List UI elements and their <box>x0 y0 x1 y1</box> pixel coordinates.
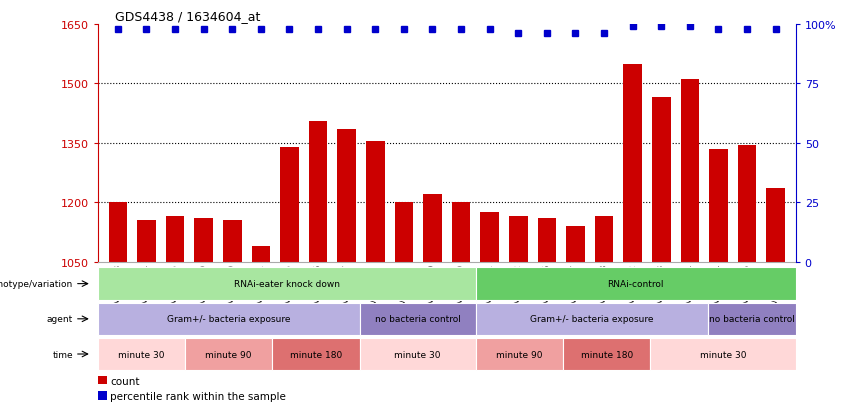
Bar <box>109 203 127 262</box>
Bar <box>98 392 106 399</box>
Bar <box>359 338 476 370</box>
Bar <box>194 219 213 262</box>
Bar <box>476 268 796 300</box>
Bar <box>359 303 476 335</box>
Bar <box>652 98 671 262</box>
Bar <box>223 221 242 262</box>
Text: RNAi-control: RNAi-control <box>608 280 664 288</box>
Bar <box>186 338 272 370</box>
Bar <box>650 338 796 370</box>
Text: percentile rank within the sample: percentile rank within the sample <box>110 391 286 401</box>
Text: minute 90: minute 90 <box>205 350 252 358</box>
Bar <box>624 64 642 262</box>
Bar <box>98 338 186 370</box>
Bar <box>337 130 356 262</box>
Bar <box>280 147 299 262</box>
Bar <box>423 195 442 262</box>
Bar <box>509 217 528 262</box>
Text: minute 180: minute 180 <box>580 350 633 358</box>
Bar <box>476 338 563 370</box>
Text: count: count <box>110 376 140 386</box>
Bar <box>476 303 708 335</box>
Text: RNAi-eater knock down: RNAi-eater knock down <box>234 280 340 288</box>
Bar <box>98 376 106 385</box>
Bar <box>563 338 650 370</box>
Bar <box>709 303 796 335</box>
Bar <box>738 145 757 262</box>
Bar <box>252 247 270 262</box>
Bar <box>538 219 557 262</box>
Text: Gram+/- bacteria exposure: Gram+/- bacteria exposure <box>530 315 654 323</box>
Text: genotype/variation: genotype/variation <box>0 280 73 288</box>
Text: minute 90: minute 90 <box>496 350 543 358</box>
Bar <box>595 217 614 262</box>
Bar <box>709 150 728 262</box>
Text: minute 30: minute 30 <box>395 350 441 358</box>
Text: GDS4438 / 1634604_at: GDS4438 / 1634604_at <box>115 10 260 23</box>
Bar <box>98 303 359 335</box>
Bar <box>98 268 476 300</box>
Text: minute 30: minute 30 <box>118 350 165 358</box>
Text: no bacteria control: no bacteria control <box>374 315 460 323</box>
Bar <box>452 203 471 262</box>
Text: agent: agent <box>47 315 73 323</box>
Bar <box>366 142 385 262</box>
Bar <box>566 227 585 262</box>
Bar <box>681 80 700 262</box>
Text: no bacteria control: no bacteria control <box>709 315 795 323</box>
Bar <box>166 217 185 262</box>
Bar <box>137 221 156 262</box>
Text: Gram+/- bacteria exposure: Gram+/- bacteria exposure <box>167 315 290 323</box>
Bar <box>767 189 785 262</box>
Bar <box>480 213 499 262</box>
Text: minute 30: minute 30 <box>700 350 746 358</box>
Bar <box>309 122 328 262</box>
Bar <box>395 203 414 262</box>
Text: time: time <box>53 350 73 358</box>
Bar <box>272 338 360 370</box>
Text: minute 180: minute 180 <box>290 350 342 358</box>
